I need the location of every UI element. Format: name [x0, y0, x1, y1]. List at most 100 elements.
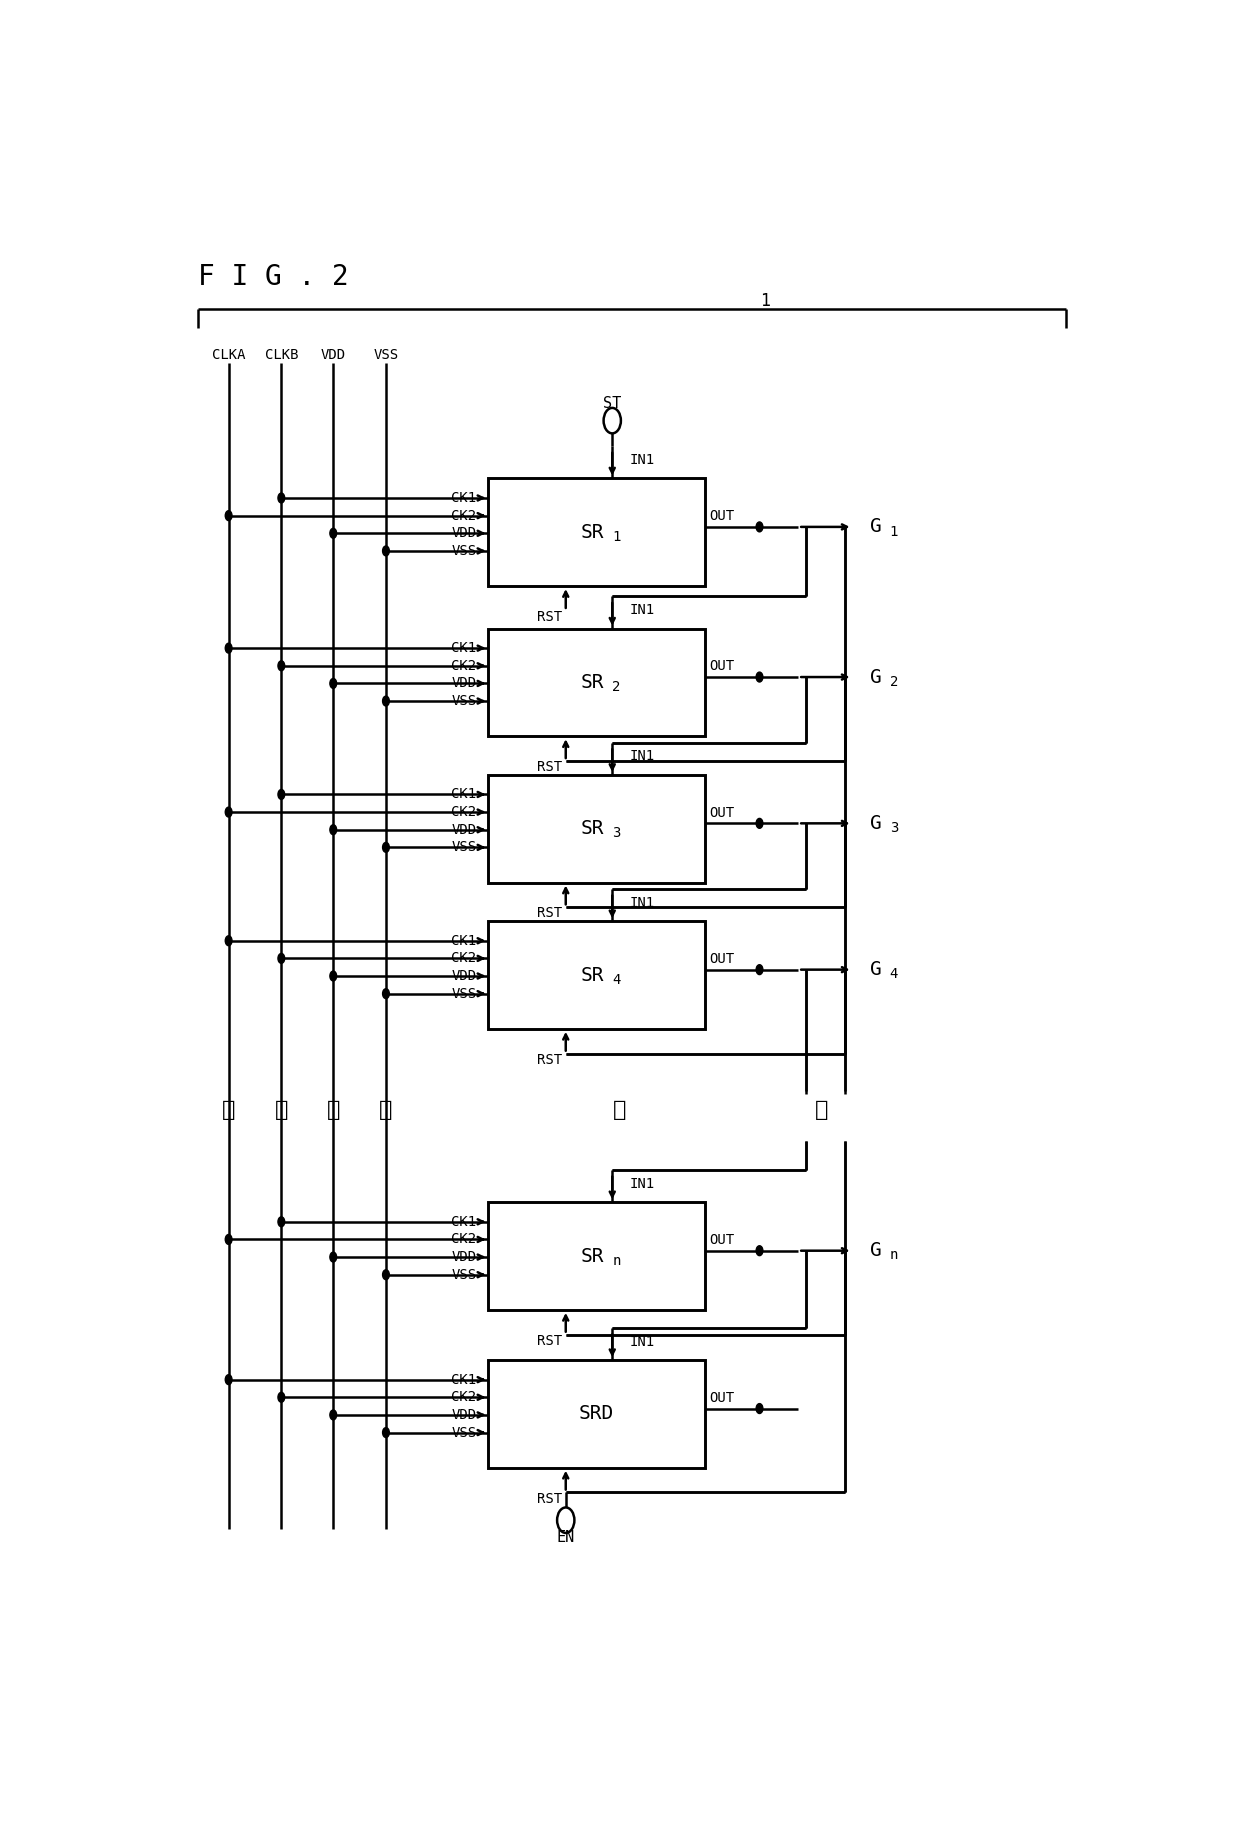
Text: OUT: OUT [709, 509, 734, 524]
Text: SR: SR [582, 672, 605, 693]
Text: G: G [870, 518, 882, 536]
Text: VSS: VSS [373, 349, 398, 362]
Text: VDD: VDD [451, 970, 476, 983]
Text: VSS: VSS [451, 986, 476, 1001]
Text: ⋮: ⋮ [815, 1100, 828, 1121]
Bar [489, 628, 706, 737]
Circle shape [383, 546, 389, 557]
Circle shape [330, 678, 336, 689]
Text: 3: 3 [613, 827, 620, 840]
Text: VDD: VDD [451, 1249, 476, 1264]
Text: VSS: VSS [451, 1268, 476, 1282]
Text: G: G [870, 1242, 882, 1260]
Circle shape [756, 1403, 763, 1413]
Circle shape [756, 672, 763, 682]
Circle shape [756, 1245, 763, 1257]
Bar [489, 1359, 706, 1468]
Text: ⋮: ⋮ [326, 1100, 340, 1121]
Circle shape [604, 408, 621, 434]
Bar [489, 775, 706, 882]
Circle shape [383, 696, 389, 705]
Text: 4: 4 [613, 972, 620, 986]
Circle shape [383, 1269, 389, 1280]
Text: G: G [870, 814, 882, 832]
Circle shape [226, 1374, 232, 1385]
Text: VDD: VDD [451, 525, 476, 540]
Circle shape [226, 935, 232, 946]
Circle shape [226, 643, 232, 654]
Circle shape [226, 1234, 232, 1244]
Circle shape [278, 661, 285, 671]
Text: F I G . 2: F I G . 2 [197, 263, 348, 290]
Text: 1: 1 [889, 525, 898, 538]
Text: IN1: IN1 [629, 749, 655, 764]
Text: CK2: CK2 [451, 509, 476, 524]
Text: OUT: OUT [709, 659, 734, 674]
Text: VSS: VSS [451, 1426, 476, 1440]
Text: IN1: IN1 [629, 1334, 655, 1348]
Circle shape [330, 1411, 336, 1420]
Text: CK1: CK1 [451, 788, 476, 801]
Text: SR: SR [582, 524, 605, 542]
Circle shape [330, 972, 336, 981]
Text: CK2: CK2 [451, 1233, 476, 1247]
Text: IN1: IN1 [629, 896, 655, 909]
Circle shape [278, 492, 285, 503]
Text: CK1: CK1 [451, 1372, 476, 1387]
Circle shape [278, 790, 285, 799]
Circle shape [383, 843, 389, 852]
Text: ⋮: ⋮ [614, 1100, 626, 1121]
Circle shape [278, 1216, 285, 1227]
Circle shape [557, 1508, 574, 1532]
Bar [489, 1201, 706, 1310]
Circle shape [226, 511, 232, 520]
Text: CLKA: CLKA [212, 349, 246, 362]
Circle shape [278, 1392, 285, 1402]
Circle shape [330, 825, 336, 834]
Text: CK1: CK1 [451, 933, 476, 948]
Text: IN1: IN1 [629, 454, 655, 467]
Circle shape [278, 953, 285, 963]
Text: CK1: CK1 [451, 490, 476, 505]
Text: VSS: VSS [451, 840, 476, 854]
Text: IN1: IN1 [629, 1178, 655, 1190]
Bar [489, 920, 706, 1029]
Text: IN1: IN1 [629, 603, 655, 617]
Text: 1: 1 [760, 292, 770, 310]
Text: VDD: VDD [451, 676, 476, 691]
Text: RST: RST [537, 761, 562, 773]
Text: 3: 3 [889, 821, 898, 836]
Text: OUT: OUT [709, 952, 734, 966]
Text: EN: EN [557, 1530, 575, 1545]
Circle shape [756, 522, 763, 533]
Circle shape [383, 1427, 389, 1438]
Text: 2: 2 [613, 680, 620, 694]
Text: 2: 2 [889, 674, 898, 689]
Text: 4: 4 [889, 968, 898, 981]
Circle shape [226, 806, 232, 817]
Text: OUT: OUT [709, 1391, 734, 1405]
Text: VDD: VDD [321, 349, 346, 362]
Text: CLKB: CLKB [264, 349, 298, 362]
Text: RST: RST [537, 610, 562, 625]
Text: ⋮: ⋮ [222, 1100, 236, 1121]
Bar [489, 478, 706, 586]
Text: G: G [870, 667, 882, 687]
Text: SR: SR [582, 819, 605, 838]
Text: CK2: CK2 [451, 952, 476, 966]
Circle shape [330, 1253, 336, 1262]
Text: 1: 1 [613, 529, 620, 544]
Text: ⋮: ⋮ [274, 1100, 288, 1121]
Circle shape [756, 964, 763, 975]
Text: CK2: CK2 [451, 1391, 476, 1403]
Text: VDD: VDD [451, 1407, 476, 1422]
Text: RST: RST [537, 1492, 562, 1506]
Text: VSS: VSS [451, 694, 476, 707]
Text: ⋮: ⋮ [379, 1100, 393, 1121]
Text: n: n [889, 1249, 898, 1262]
Circle shape [756, 819, 763, 828]
Text: CK1: CK1 [451, 1214, 476, 1229]
Text: CK2: CK2 [451, 805, 476, 819]
Text: SR: SR [582, 966, 605, 985]
Text: SRD: SRD [579, 1405, 614, 1424]
